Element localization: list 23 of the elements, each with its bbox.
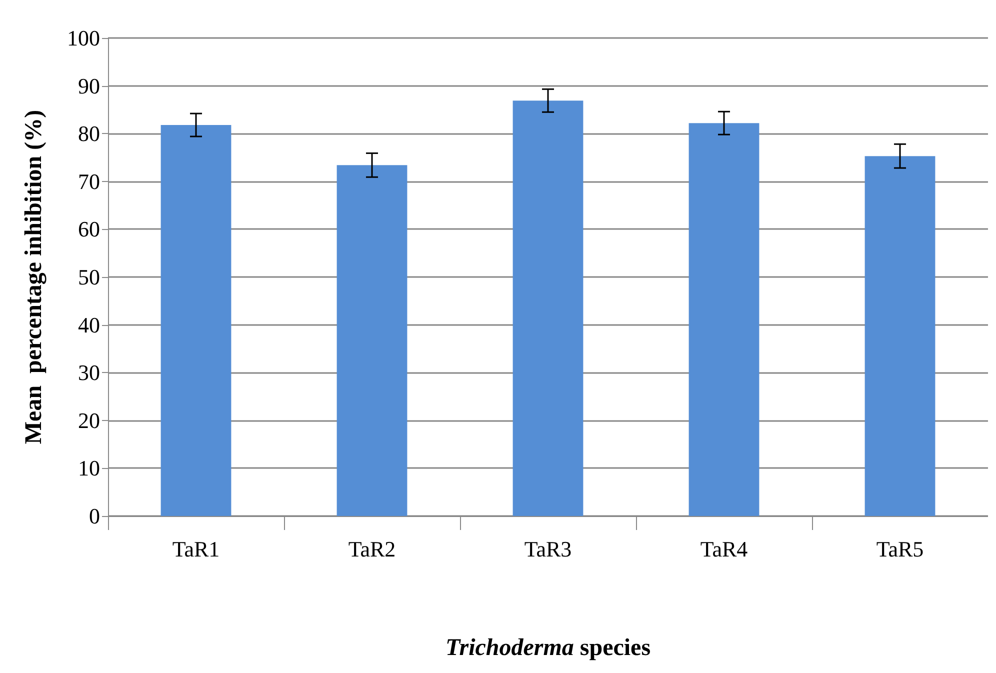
bar bbox=[864, 156, 936, 516]
x-tick-label: TaR3 bbox=[524, 536, 572, 562]
y-tick-label: 10 bbox=[78, 456, 100, 481]
bar bbox=[336, 165, 408, 516]
y-tick-label: 40 bbox=[78, 312, 100, 338]
x-tick-label: TaR4 bbox=[700, 536, 748, 562]
y-axis-title: Mean percentage inhibition (%) bbox=[21, 110, 47, 444]
bar bbox=[512, 100, 584, 516]
x-tick-label: TaR5 bbox=[876, 536, 924, 562]
y-tick-label: 60 bbox=[78, 216, 100, 242]
y-tick-label: 80 bbox=[78, 121, 100, 146]
bar bbox=[160, 124, 232, 516]
y-tick-label: 90 bbox=[78, 73, 100, 98]
x-axis-title: Trichoderma species bbox=[445, 635, 651, 661]
y-tick-label: 0 bbox=[89, 504, 100, 528]
x-tick-label: TaR2 bbox=[348, 536, 396, 562]
y-tick-label: 30 bbox=[78, 360, 100, 386]
y-tick-label: 70 bbox=[78, 168, 100, 194]
x-tick-label: TaR1 bbox=[172, 536, 220, 562]
y-tick-label: 100 bbox=[67, 26, 100, 50]
bar bbox=[688, 123, 760, 516]
y-tick-label: 50 bbox=[78, 264, 100, 290]
y-tick-label: 20 bbox=[78, 408, 100, 433]
